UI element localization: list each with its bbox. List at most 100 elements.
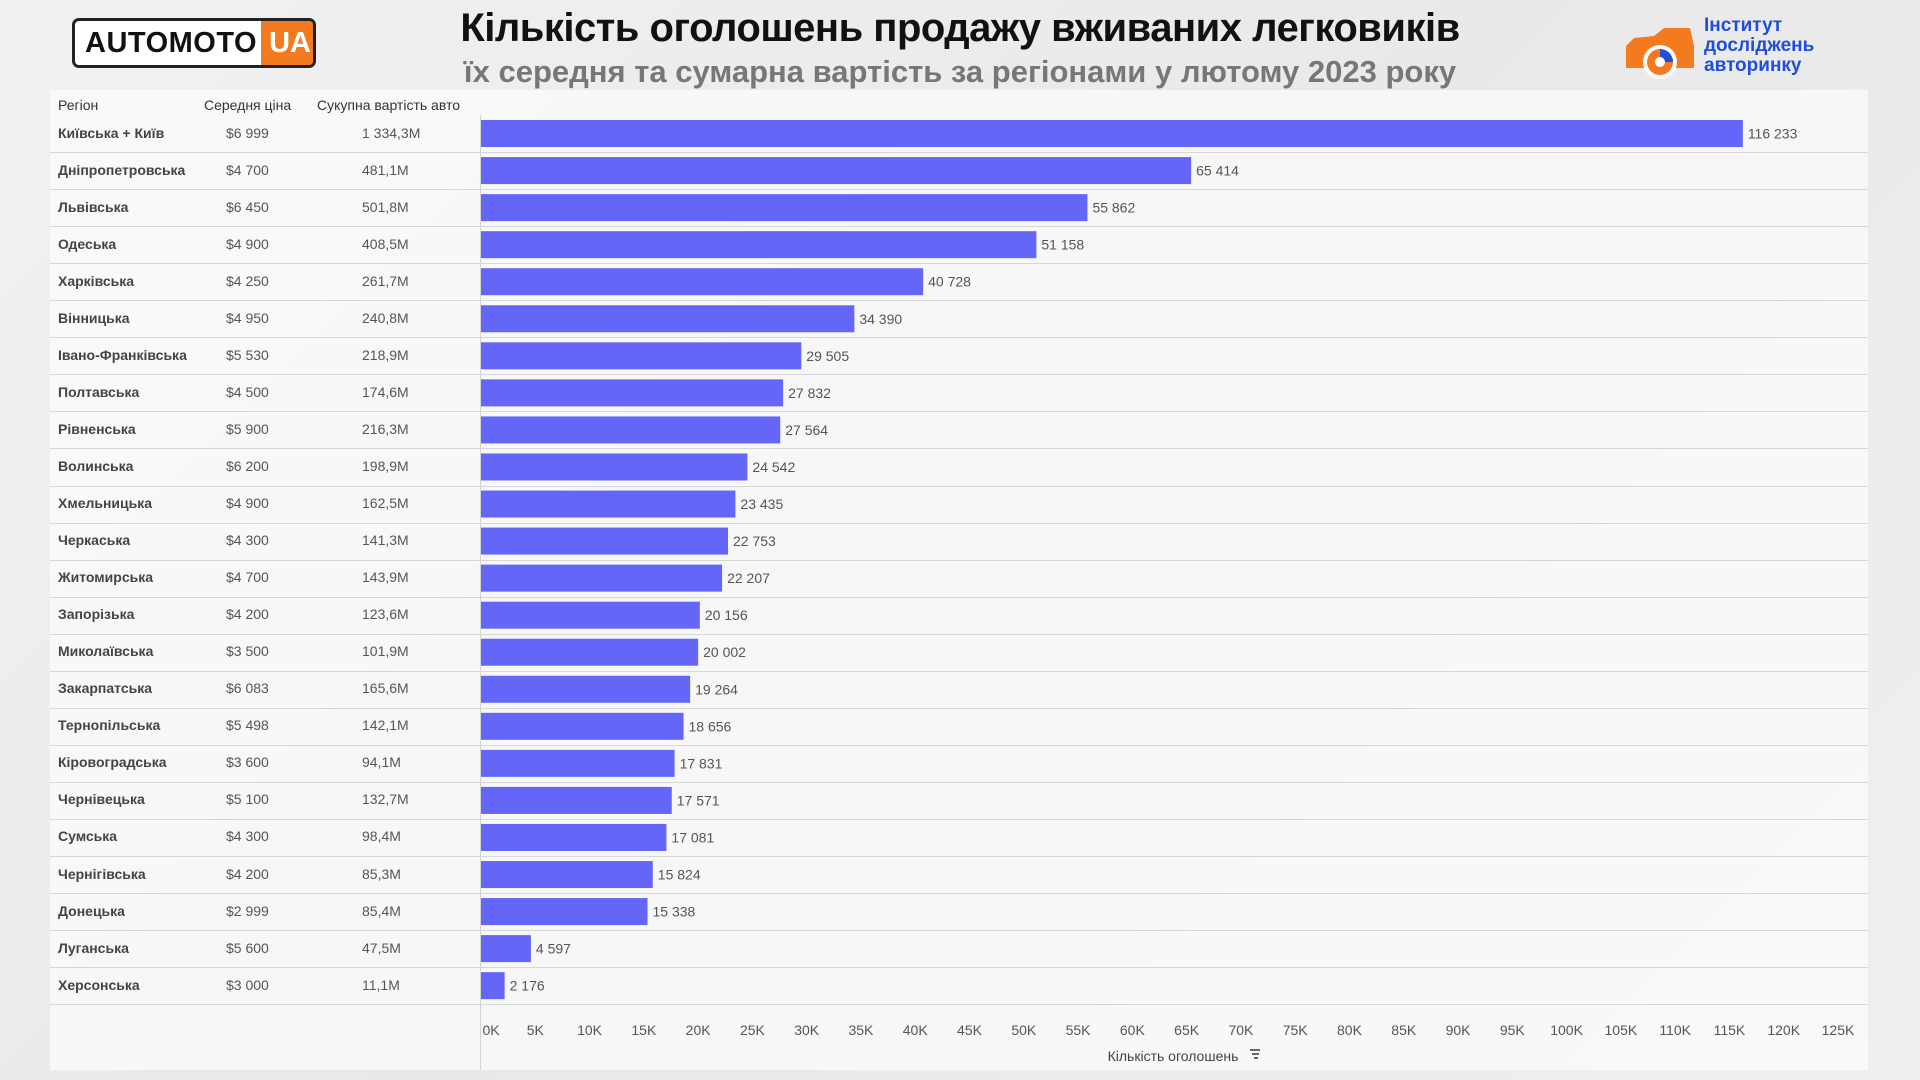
row-divider [50,448,1868,450]
avg-price-cell: $5 530 [226,346,269,363]
total-value-cell: 132,7M [362,791,409,808]
avg-price-cell: $4 200 [226,865,269,882]
logo-text-automoto: AUTOMOTO [85,27,258,59]
x-tick-label: 120K [1767,1022,1800,1038]
bar-value-label: 51 158 [1041,237,1084,253]
row-divider [50,374,1868,376]
bar [481,972,505,1000]
bar-value-label: 15 338 [653,904,696,920]
logo-text-ua: UA [261,21,313,65]
region-label: Одеська [58,235,117,252]
region-label: Івано-Франківська [58,346,187,363]
x-tick-label: 45K [957,1022,983,1038]
bar-value-label: 17 831 [680,755,723,771]
row-divider [50,522,1868,524]
row-divider [50,818,1868,820]
avg-price-cell: $5 900 [226,420,269,437]
region-label: Волинська [58,457,134,474]
bar-value-label: 20 156 [705,607,748,623]
total-value-cell: 98,4M [362,828,401,845]
bar [481,379,784,407]
bar [481,823,667,851]
x-tick-label: 50K [1011,1022,1037,1038]
total-value-cell: 218,9M [362,346,409,363]
total-value-cell: 94,1M [362,754,401,771]
region-label: Черкаська [58,532,131,549]
avg-price-cell: $3 000 [226,976,269,993]
total-value-cell: 198,9M [362,457,409,474]
row-divider [50,189,1868,191]
avg-price-cell: $5 100 [226,791,269,808]
avg-price-cell: $6 450 [226,198,269,215]
total-value-cell: 1 334,3M [362,124,421,141]
table-chart-separator [480,115,481,1070]
header: AUTOMOTO UA Кількість оголошень продажу … [0,0,1920,92]
chart-subtitle: їх середня та сумарна вартість за регіон… [463,54,1457,89]
region-label: Рівненська [58,420,136,437]
row-divider [50,930,1868,932]
x-tick-label: 25K [740,1022,766,1038]
total-value-cell: 85,4M [362,902,401,919]
total-value-cell: 141,3M [362,532,409,549]
row-divider [50,707,1868,709]
region-label: Хмельницька [58,495,153,512]
car-pie-icon [1626,28,1694,79]
row-divider [50,596,1868,598]
bar [481,935,531,963]
avg-price-cell: $6 999 [226,124,269,141]
bar-value-label: 34 390 [859,311,902,327]
x-tick-label: 15K [631,1022,657,1038]
bar [481,490,736,518]
avg-price-cell: $4 200 [226,606,269,623]
row-divider [50,337,1868,339]
bar-value-label: 29 505 [806,348,849,364]
row-divider [50,781,1868,783]
bar-value-label: 18 656 [689,718,732,734]
total-value-cell: 481,1M [362,161,409,178]
avg-price-cell: $3 500 [226,643,269,660]
total-value-cell: 143,9M [362,569,409,586]
avg-price-cell: $4 300 [226,532,269,549]
bar [481,786,672,814]
region-label: Сумська [58,828,118,845]
logo-line-3: авторинку [1704,55,1802,76]
region-label: Закарпатська [58,680,153,697]
bar [481,157,1192,185]
x-tick-label: 40K [903,1022,929,1038]
column-header-total-value: Сукупна вартість авто [317,97,461,113]
bar-value-label: 65 414 [1196,163,1239,179]
total-value-cell: 142,1M [362,717,409,734]
total-value-cell: 165,6M [362,680,409,697]
column-header-region: Регіон [58,97,99,113]
row-divider [50,226,1868,228]
institute-logo: Інститут досліджень авторинку [1624,16,1854,82]
avg-price-cell: $6 200 [226,457,269,474]
total-value-cell: 240,8M [362,309,409,326]
avg-price-cell: $4 900 [226,235,269,252]
avg-price-cell: $6 083 [226,680,269,697]
total-value-cell: 123,6M [362,606,409,623]
region-label: Полтавська [58,383,140,400]
total-value-cell: 11,1M [362,976,400,993]
bar [481,342,802,370]
bar-value-label: 23 435 [740,496,783,512]
x-axis-label: Кількість оголошень [1108,1048,1239,1064]
logo-line-2: досліджень [1704,35,1815,56]
bar [481,861,653,889]
column-header-avg-price: Середня ціна [204,97,292,113]
bar [481,527,729,555]
row-divider [50,1004,1868,1006]
x-tick-label: 125K [1822,1022,1855,1038]
avg-price-cell: $5 600 [226,939,269,956]
bar-value-label: 15 824 [658,867,701,883]
bar-value-label: 2 176 [510,978,545,994]
chart-title: Кількість оголошень продажу вживаних лег… [460,6,1460,50]
row-divider [50,633,1868,635]
sort-icon[interactable] [1250,1049,1260,1059]
row-divider [50,744,1868,746]
row-divider [50,300,1868,302]
x-tick-label: 80K [1337,1022,1363,1038]
avg-price-cell: $4 300 [226,828,269,845]
total-value-cell: 47,5M [362,939,401,956]
